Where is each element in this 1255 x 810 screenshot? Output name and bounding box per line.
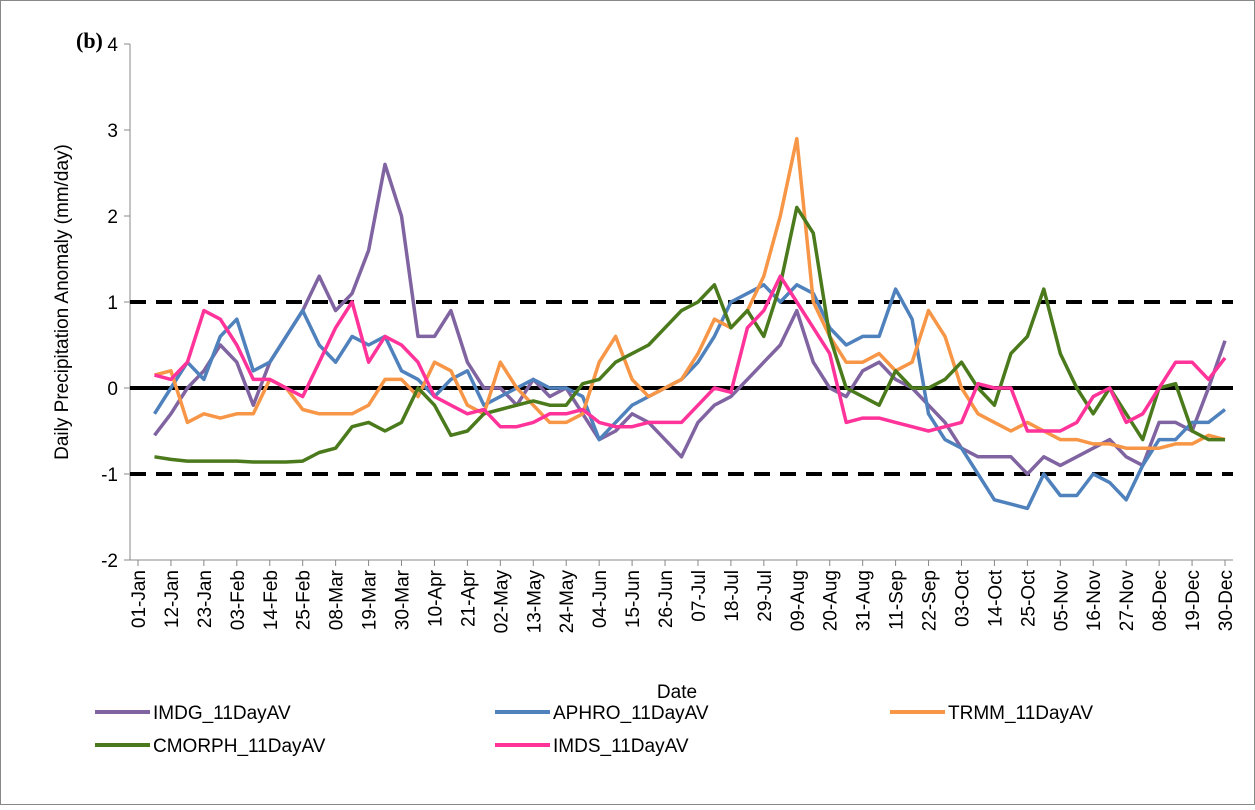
y-tick-label: 1: [107, 293, 118, 314]
x-tick-label: 09-Aug: [788, 570, 809, 631]
x-tick-label: 08-Dec: [1150, 570, 1171, 631]
x-tick-label: 03-Feb: [228, 570, 249, 630]
x-tick-label: 25-Oct: [1018, 569, 1039, 627]
x-tick-label: 04-Jun: [590, 570, 611, 628]
y-tick-label: -2: [101, 551, 118, 572]
x-tick-label: 13-May: [524, 570, 545, 634]
y-tick-label: 4: [107, 35, 118, 56]
x-tick-label: 02-May: [491, 570, 512, 634]
x-tick-label: 11-Sep: [887, 570, 908, 630]
x-tick-label: 23-Jan: [195, 570, 216, 628]
legend-label: APHRO_11DayAV: [553, 703, 709, 724]
x-tick-label: 29-Jul: [755, 570, 776, 622]
x-tick-label: 21-Apr: [458, 569, 479, 627]
x-axis-title: Date: [657, 682, 697, 703]
y-axis-title: Daily Precipitation Anomaly (mm/day): [52, 144, 73, 460]
x-tick-label: 15-Jun: [623, 570, 644, 628]
y-tick-label: 2: [107, 207, 118, 228]
x-tick-label: 19-Dec: [1183, 570, 1204, 631]
series-line: [153, 283, 1227, 511]
legend-label: TRMM_11DayAV: [948, 703, 1093, 724]
x-tick-label: 01-Jan: [129, 570, 150, 628]
x-tick-label: 22-Sep: [920, 570, 941, 631]
x-tick-label: 14-Oct: [985, 569, 1006, 627]
x-tick-label: 19-Mar: [360, 569, 381, 630]
x-tick-label: 07-Jul: [689, 570, 710, 622]
x-tick-label: 25-Feb: [294, 570, 315, 630]
y-tick-label: -1: [101, 465, 118, 486]
x-tick-label: 31-Aug: [854, 570, 875, 631]
y-tick-label: 3: [107, 121, 118, 142]
x-tick-label: 18-Jul: [722, 570, 743, 622]
legend-label: CMORPH_11DayAV: [153, 736, 326, 757]
x-tick-label: 20-Aug: [821, 570, 842, 631]
x-tick-label: 26-Jun: [656, 570, 677, 628]
x-tick-label: 24-May: [557, 570, 578, 634]
x-tick-label: 30-Dec: [1216, 570, 1237, 631]
y-tick-label: 0: [107, 379, 118, 400]
legend-label: IMDG_11DayAV: [153, 703, 291, 724]
x-tick-label: 27-Nov: [1117, 570, 1138, 632]
x-tick-label: 10-Apr: [425, 569, 446, 627]
x-tick-label: 30-Mar: [393, 569, 414, 630]
legend-label: IMDS_11DayAV: [553, 736, 689, 757]
series-line: [154, 205, 1225, 464]
series-line: [154, 274, 1227, 433]
x-tick-label: 08-Mar: [327, 569, 348, 630]
series-line: [153, 162, 1227, 476]
x-tick-label: 16-Nov: [1084, 570, 1105, 632]
x-tick-label: 05-Nov: [1051, 570, 1072, 632]
x-tick-label: 03-Oct: [952, 569, 973, 627]
panel-label: (b): [76, 28, 103, 53]
x-tick-label: 14-Feb: [261, 570, 282, 630]
x-tick-label: 12-Jan: [162, 570, 183, 628]
